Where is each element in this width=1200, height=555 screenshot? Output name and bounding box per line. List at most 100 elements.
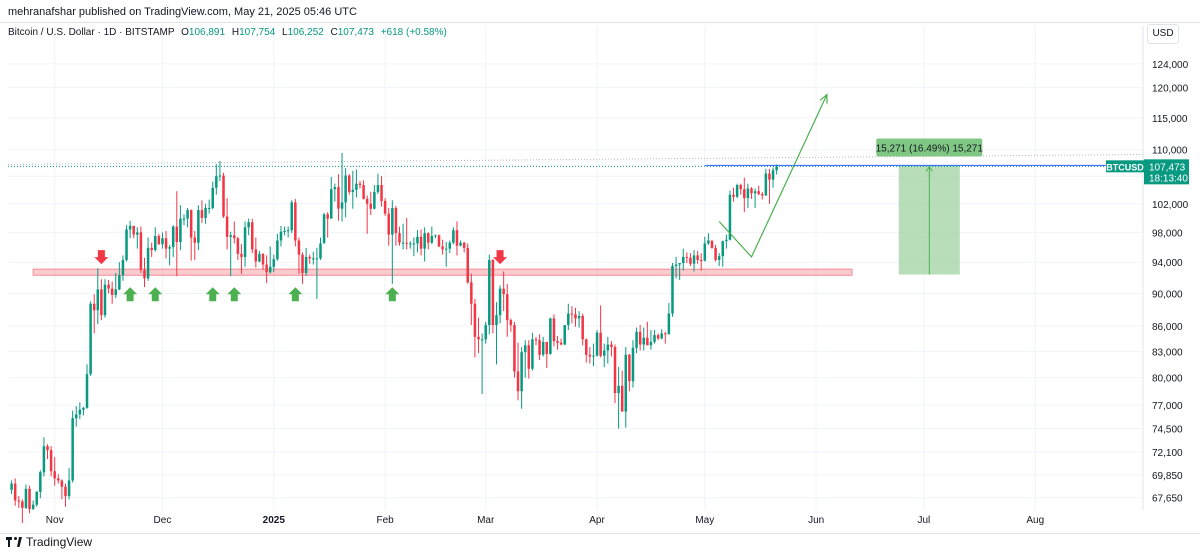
candle-body <box>222 175 225 217</box>
candle-body <box>664 333 667 335</box>
candle-body <box>10 483 13 490</box>
candle-body <box>631 347 635 382</box>
candle-body <box>146 247 150 279</box>
candle-body <box>344 175 347 203</box>
currency-button[interactable]: USD <box>1147 24 1179 44</box>
low-label: L <box>282 27 288 38</box>
y-tick-label: 80,000 <box>1152 374 1183 385</box>
candle-body <box>678 262 681 265</box>
x-tick-label: Apr <box>589 515 605 526</box>
support-zone <box>32 268 853 276</box>
candle-body <box>28 488 31 509</box>
candle-body <box>387 213 390 235</box>
candle-body <box>707 240 710 244</box>
candle-body <box>326 214 329 219</box>
up-arrow-icon <box>385 287 400 302</box>
candle-body <box>775 166 778 171</box>
y-tick-label: 124,000 <box>1152 60 1189 71</box>
symbol-title[interactable]: Bitcoin / U.S. Dollar · 1D · BITSTAMP <box>8 27 175 38</box>
candle-body <box>502 288 505 295</box>
candle-body <box>628 354 631 382</box>
candle-body <box>351 189 355 192</box>
candle-body <box>297 240 301 255</box>
candle-body <box>304 256 308 273</box>
candle-body <box>638 331 642 345</box>
candle-body <box>67 480 71 497</box>
candle-body <box>735 185 739 197</box>
candle-body <box>717 256 721 260</box>
candle-body <box>13 483 17 501</box>
candle-body <box>373 191 376 209</box>
candle-body <box>523 345 527 353</box>
y-tick-label: 115,000 <box>1152 114 1188 125</box>
projection-path <box>718 94 828 258</box>
candle-body <box>272 259 276 267</box>
candle-body <box>186 210 189 219</box>
candle-body <box>150 247 153 251</box>
candle-body <box>656 335 660 339</box>
candle-body <box>21 501 24 508</box>
candle-body <box>401 242 405 244</box>
y-tick-label: 74,500 <box>1152 425 1183 436</box>
x-tick-label: Feb <box>377 515 395 526</box>
candle-body <box>78 409 82 415</box>
candle-body <box>31 504 35 509</box>
candle-body <box>279 231 283 241</box>
candle-body <box>667 313 671 335</box>
y-tick-label: 69,850 <box>1152 471 1183 482</box>
candle-body <box>46 446 49 451</box>
candle-body <box>509 320 513 326</box>
candle-body <box>132 225 135 235</box>
candle-body <box>595 332 599 356</box>
candle-body <box>549 318 552 354</box>
last-price-value: 107,473 <box>1149 162 1186 173</box>
high-value: 107,754 <box>239 27 276 38</box>
candle-body <box>574 314 577 319</box>
candle-body <box>739 185 742 190</box>
candle-body <box>448 242 452 249</box>
candle-body <box>286 230 290 232</box>
down-arrow-icon <box>493 250 508 265</box>
candle-body <box>570 313 574 315</box>
candle-body <box>761 193 764 196</box>
candle-body <box>498 288 502 316</box>
candle-body <box>53 471 56 479</box>
y-tick-label: 102,000 <box>1152 200 1189 211</box>
up-arrow-icon <box>148 287 163 302</box>
candle-body <box>470 282 473 304</box>
candle-body <box>538 340 541 355</box>
last-price-tag-bg <box>1144 159 1189 185</box>
candle-body <box>125 229 128 260</box>
candle-body <box>189 210 193 238</box>
candle-body <box>157 236 161 245</box>
candle-body <box>419 236 423 249</box>
y-tick-label: 77,000 <box>1152 401 1183 412</box>
candle-body <box>732 194 735 197</box>
x-tick-label: Mar <box>477 515 495 526</box>
candle-body <box>685 256 689 258</box>
candle-body <box>484 325 487 340</box>
candle-body <box>110 288 114 295</box>
candle-body <box>64 486 67 497</box>
candle-body <box>567 313 570 326</box>
candle-body <box>585 339 588 355</box>
close-label: C <box>330 27 338 38</box>
candle-body <box>315 258 319 260</box>
footer-brand[interactable]: TradingView <box>6 535 92 549</box>
candle-body <box>197 210 200 243</box>
countdown-timer: 18:13:40 <box>1149 173 1188 184</box>
candle-body <box>592 355 595 357</box>
candle-body <box>430 236 434 243</box>
candle-body <box>681 256 685 263</box>
candle-body <box>391 207 394 235</box>
candle-body <box>416 236 419 244</box>
candle-body <box>527 345 531 369</box>
candle-body <box>308 256 311 259</box>
candle-body <box>552 318 556 342</box>
chart-frame <box>0 22 1200 534</box>
candle-body <box>283 230 286 232</box>
candle-body <box>100 289 103 316</box>
candle-body <box>721 241 725 257</box>
candle-body <box>319 243 322 259</box>
